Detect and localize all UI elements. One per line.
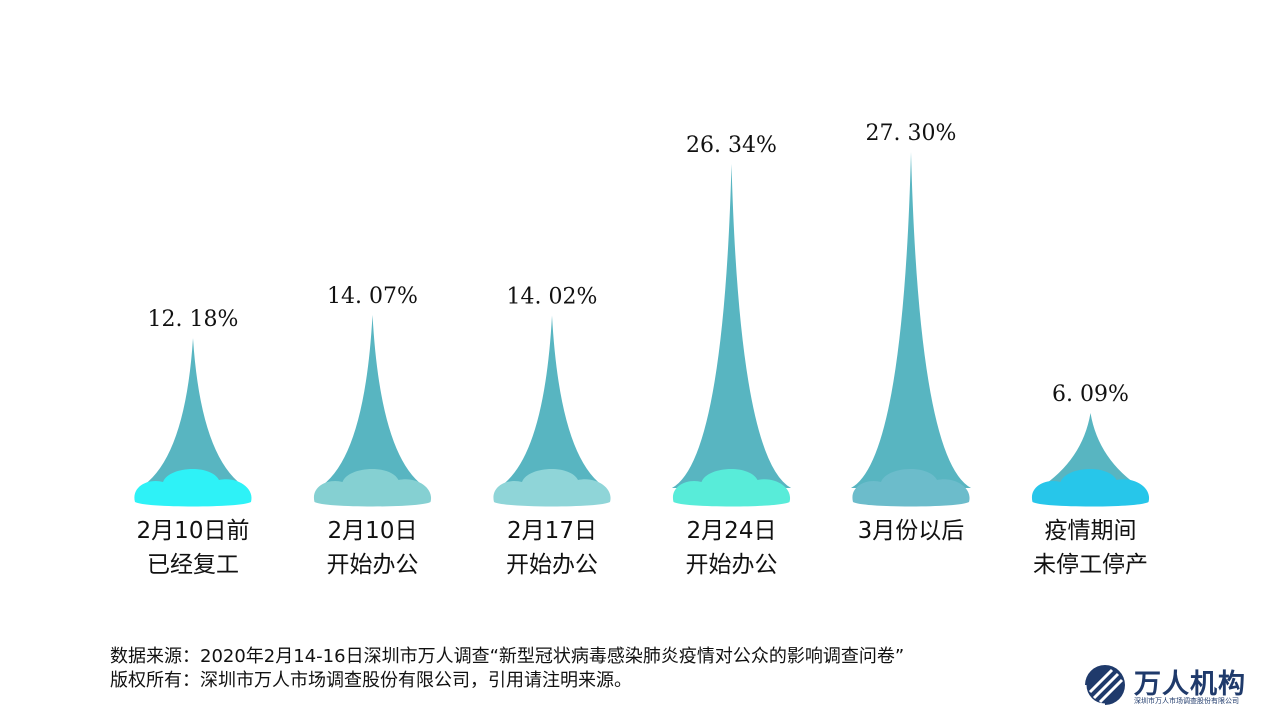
data-label: 6. 09%	[1052, 382, 1129, 407]
bar-spike	[851, 152, 971, 488]
bar-spike	[1039, 413, 1142, 488]
logo-subtitle: 深圳市万人市场调查股份有限公司	[1134, 697, 1239, 705]
logo-name: 万人机构	[1134, 669, 1246, 700]
bar-spike	[497, 315, 607, 488]
copyright-note: 版权所有：深圳市万人市场调查股份有限公司，引用请注明来源。	[110, 670, 632, 691]
category-label: 2月24日	[687, 518, 777, 544]
footer: 数据来源：2020年2月14-16日深圳市万人调查“新型冠状病毒感染肺炎疫情对公…	[110, 645, 904, 693]
bar-spike	[318, 314, 427, 488]
data-label: 26. 34%	[686, 133, 777, 158]
bar-cloud	[313, 468, 432, 507]
category-label: 已经复工	[147, 552, 239, 578]
bar-cloud	[852, 468, 970, 507]
source-note: 数据来源：2020年2月14-16日深圳市万人调查“新型冠状病毒感染肺炎疫情对公…	[110, 646, 905, 667]
bar-spike	[139, 338, 247, 488]
bar-group: 27. 30% 3月份以后	[851, 121, 971, 544]
category-label: 开始办公	[686, 552, 778, 578]
bar-cloud	[1031, 468, 1150, 507]
data-label: 14. 02%	[507, 284, 598, 309]
category-label: 3月份以后	[858, 518, 965, 544]
category-label: 2月17日	[507, 518, 597, 544]
category-label: 疫情期间	[1045, 518, 1137, 544]
data-label: 27. 30%	[866, 121, 957, 146]
category-label: 2月10日前	[137, 518, 250, 544]
globe-icon	[1083, 665, 1125, 707]
data-label: 14. 07%	[327, 284, 418, 309]
category-label: 开始办公	[506, 552, 598, 578]
bar-cloud	[493, 468, 611, 507]
bar-spike	[671, 163, 792, 489]
data-label: 12. 18%	[148, 307, 239, 332]
category-label: 未停工停产	[1033, 552, 1148, 578]
category-label: 2月10日	[328, 518, 418, 544]
company-logo: 万人机构 深圳市万人市场调查股份有限公司	[1082, 660, 1257, 712]
bar-cloud	[672, 468, 791, 507]
bar-cloud	[134, 468, 252, 507]
category-label: 开始办公	[327, 552, 419, 578]
